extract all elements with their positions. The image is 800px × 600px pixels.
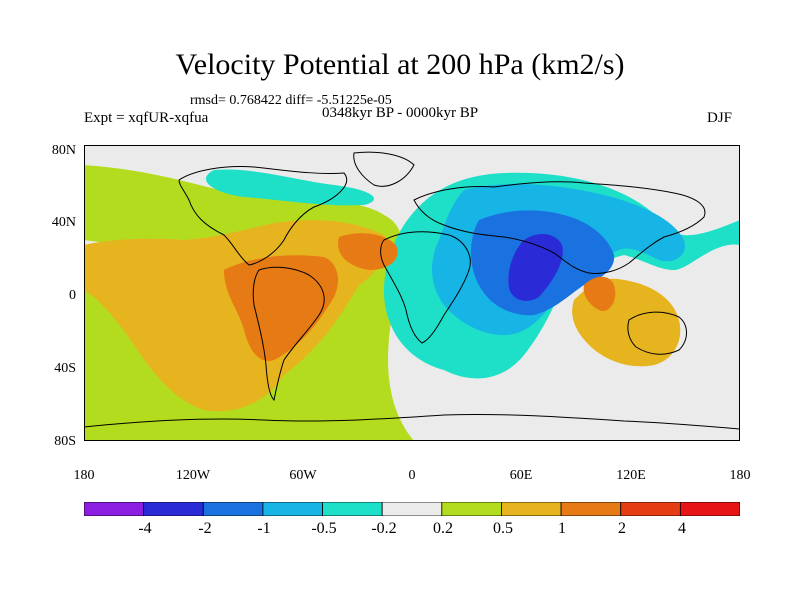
- colorbar-label: 0.5: [493, 520, 513, 537]
- colorbar-swatch: [84, 502, 145, 516]
- colorbar-swatch: [679, 502, 740, 516]
- lon-tick-label: 120E: [616, 468, 646, 483]
- colorbar-label: 2: [618, 520, 626, 537]
- stats-line: rmsd= 0.768422 diff= -5.51225e-05: [190, 93, 392, 108]
- coast-eurasia: [413, 181, 706, 274]
- coast-greenland: [353, 151, 415, 187]
- colorbar-label: -4: [138, 520, 152, 537]
- experiment-label: Expt = xqfUR-xqfua: [84, 110, 209, 126]
- lat-tick-label: 40N: [51, 215, 76, 230]
- colorbar-label: 4: [678, 520, 686, 537]
- period-label: 0348kyr BP - 0000kyr BP: [322, 105, 479, 121]
- lat-tick-label: 80N: [51, 143, 76, 158]
- lon-tick-label: 120W: [175, 468, 211, 483]
- lon-tick-label: 60W: [289, 468, 317, 483]
- lat-tick-label: 80S: [54, 434, 76, 449]
- season-label: DJF: [707, 110, 733, 126]
- colorbar-swatch: [322, 502, 383, 516]
- colorbar-swatch: [620, 502, 681, 516]
- colorbar-label: -0.5: [311, 520, 337, 537]
- colorbar: [84, 502, 740, 516]
- coast-south-america: [252, 266, 325, 402]
- coast-north-america: [178, 166, 347, 266]
- map-panel: [84, 145, 740, 441]
- contour-positive-strong-west: [224, 255, 339, 361]
- coast-africa: [380, 231, 471, 344]
- colorbar-swatch: [560, 502, 622, 516]
- lon-tick-label: 0: [408, 468, 416, 483]
- colorbar-swatch: [441, 502, 502, 516]
- lat-tick-label: 0: [69, 288, 76, 303]
- colorbar-swatch: [202, 502, 264, 516]
- lon-tick-label: 180: [73, 468, 95, 483]
- coast-australia: [627, 311, 687, 355]
- lat-tick-label: 40S: [54, 361, 76, 376]
- lon-tick-label: 60E: [509, 468, 533, 483]
- colorbar-label: -1: [257, 520, 271, 537]
- colorbar-label: -2: [198, 520, 212, 537]
- plot-title: Velocity Potential at 200 hPa (km2/s): [175, 48, 625, 81]
- colorbar-swatch: [501, 502, 562, 516]
- colorbar-swatch: [262, 502, 323, 516]
- colorbar-label: 0.2: [433, 520, 453, 537]
- colorbar-swatch: [381, 502, 443, 516]
- contour-fills: [84, 145, 740, 441]
- coastlines: [84, 151, 740, 430]
- map-frame: [84, 145, 740, 441]
- colorbar-label: 1: [558, 520, 566, 537]
- colorbar-swatch: [143, 502, 204, 516]
- contour-positive-strong-east: [583, 276, 616, 311]
- colorbar-label: -0.2: [371, 520, 397, 537]
- lon-tick-label: 180: [729, 468, 751, 483]
- coast-antarctica: [84, 413, 740, 430]
